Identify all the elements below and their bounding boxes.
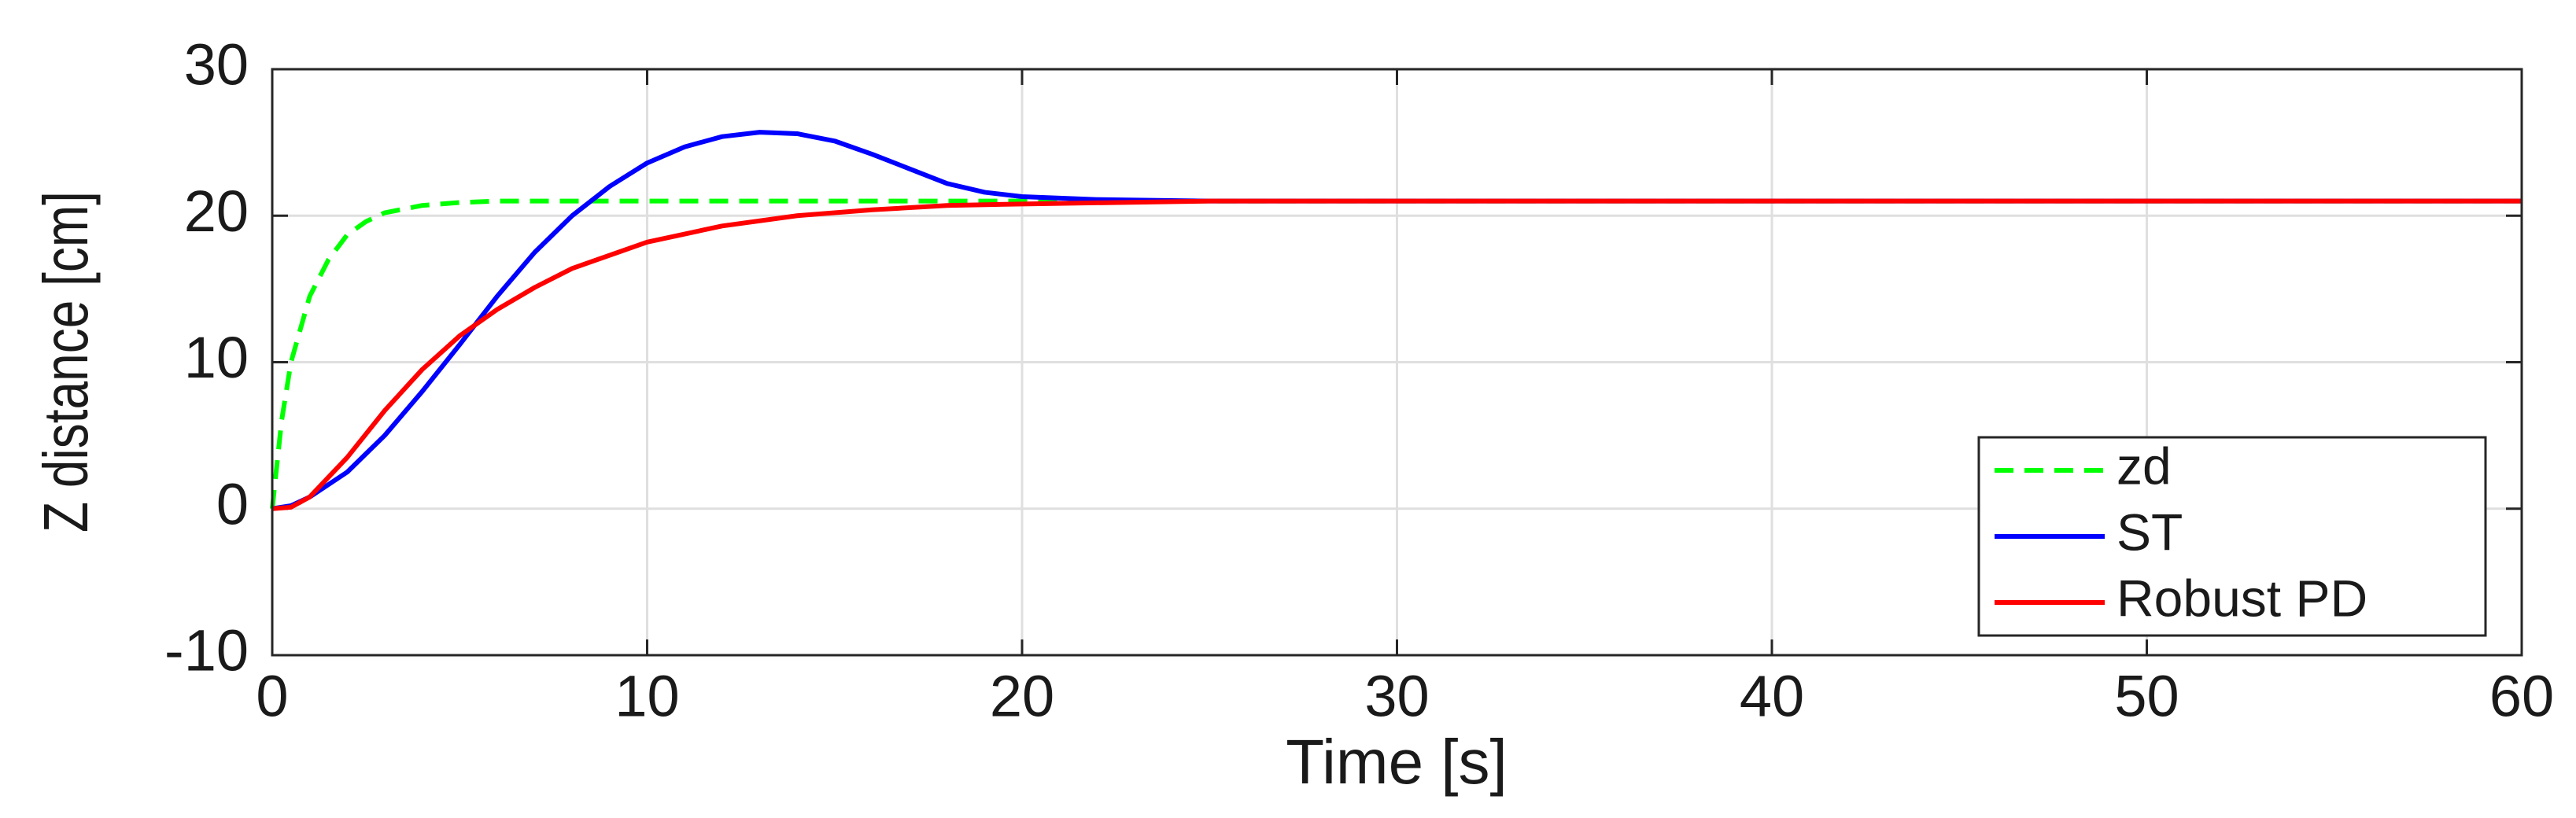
x-tick-label: 50 <box>2114 664 2179 729</box>
x-tick-label: 30 <box>1364 664 1429 729</box>
x-tick-label: 60 <box>2489 664 2554 729</box>
y-tick-label: -10 <box>164 618 249 684</box>
x-tick-label: 20 <box>990 664 1054 729</box>
y-tick-label: 20 <box>184 179 249 244</box>
x-tick-label: 40 <box>1740 664 1804 729</box>
y-tick-label: 30 <box>184 32 249 98</box>
legend-label: ST <box>2117 503 2183 561</box>
legend: zd ST Robust PD <box>1977 436 2487 637</box>
x-axis-label: Time [s] <box>1286 727 1507 797</box>
x-tick-label: 0 <box>256 664 288 729</box>
y-axis-label: Z distance [cm] <box>31 191 101 532</box>
axes-frame <box>271 68 2523 657</box>
x-tick-label: 10 <box>614 664 679 729</box>
series-line <box>271 198 2522 511</box>
legend-label: zd <box>2117 437 2172 495</box>
y-tick-label: 0 <box>216 471 249 536</box>
series-line <box>270 198 2522 510</box>
legend-label: Robust PD <box>2117 569 2367 627</box>
series-line <box>271 130 2522 511</box>
y-tick-label: 10 <box>184 325 249 390</box>
